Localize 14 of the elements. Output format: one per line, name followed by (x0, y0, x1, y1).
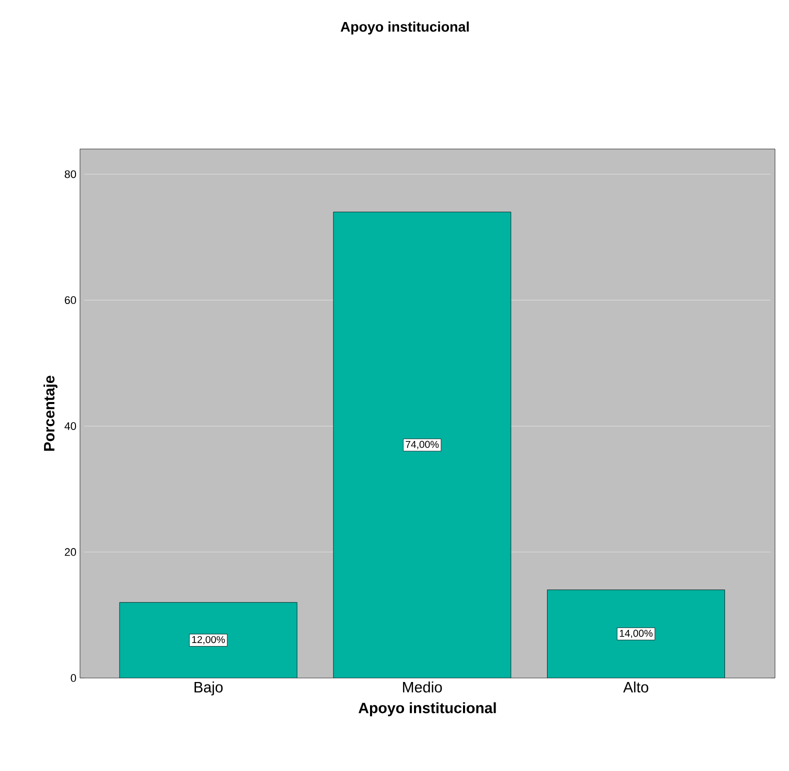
y-axis-title: Porcentaje (44, 376, 58, 451)
chart-title: Apoyo institucional (340, 21, 469, 34)
data-label: 74,00% (406, 440, 439, 450)
y-tick-label: 20 (64, 548, 76, 556)
x-tick-label: Medio (403, 682, 442, 692)
x-axis-title: Apoyo institucional (358, 702, 496, 716)
y-tick-label: 40 (64, 422, 76, 430)
y-tick-label: 80 (64, 170, 76, 178)
x-tick-label: Bajo (194, 682, 223, 696)
y-tick-label: 60 (64, 296, 76, 304)
data-label: 14,00% (620, 630, 653, 638)
x-tick-label: Alto (623, 682, 648, 692)
data-label: 12,00% (192, 636, 225, 644)
y-tick-label: 0 (70, 674, 76, 682)
